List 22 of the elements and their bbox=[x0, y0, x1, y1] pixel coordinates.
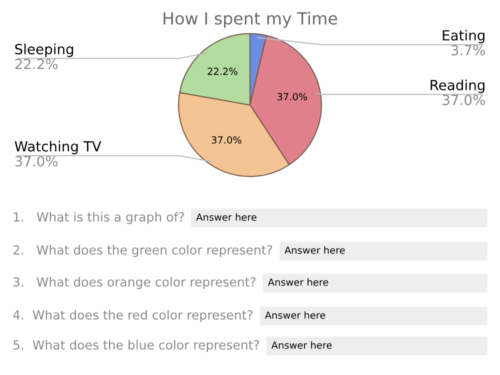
slice-label: Reading bbox=[430, 80, 484, 94]
text: 4. What does the red color represent? bbox=[13, 310, 252, 322]
text: Answer here bbox=[196, 213, 256, 221]
text: 2. What does the green color represent? bbox=[13, 244, 272, 258]
data-label: 37.0% bbox=[212, 136, 242, 144]
text: Answer here bbox=[271, 341, 332, 349]
chart-title: How I spent my Time bbox=[164, 12, 338, 28]
text: 5. What does the blue color represent? bbox=[13, 340, 259, 352]
data-label: 37.0% bbox=[278, 93, 308, 100]
text: Answer here bbox=[264, 311, 326, 319]
slice-label: Watching TV bbox=[14, 140, 102, 154]
text: Answer here bbox=[268, 278, 328, 286]
data-label: 22.2% bbox=[208, 68, 238, 75]
slice-label: Sleeping bbox=[15, 44, 74, 58]
text: 22.2% bbox=[15, 58, 58, 70]
text: 3.7% bbox=[451, 44, 485, 56]
text: 3. What does orange color represent? bbox=[13, 276, 256, 290]
text: 37.0% bbox=[15, 156, 58, 166]
text: 37.0% bbox=[442, 94, 485, 106]
slice-label: Eating bbox=[442, 30, 484, 44]
text: Answer here bbox=[284, 246, 345, 254]
text: 1. What is this a graph of? bbox=[14, 212, 184, 224]
